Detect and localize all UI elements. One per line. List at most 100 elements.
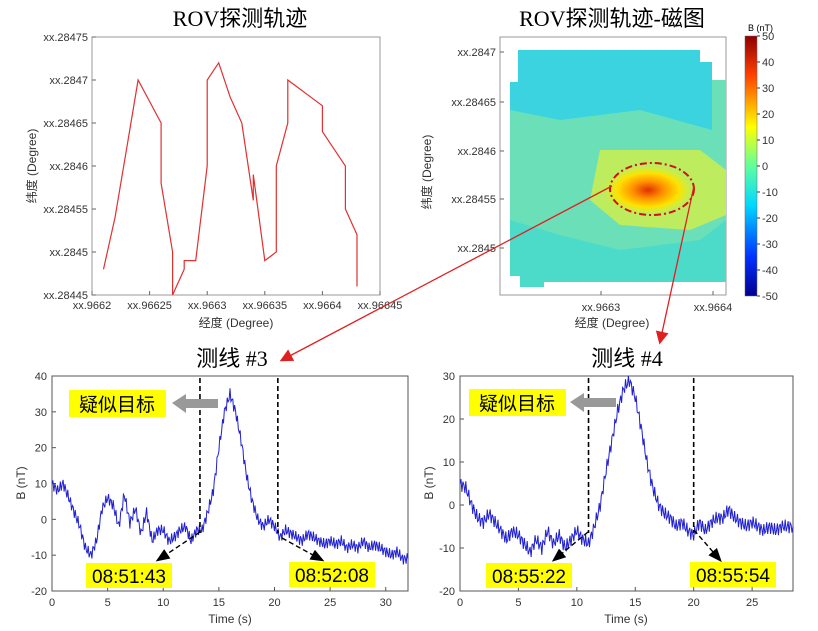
line4-time2-text: 08:55:54 [696,566,770,587]
trajectory-xlabel: 经度 (Degree) [199,315,274,330]
trajectory-xtick-label: xx.96625 [127,300,172,312]
trajectory-xtick-label: xx.9664 [303,300,342,312]
line4-ytick-label: 30 [443,371,455,383]
line3-ytick-label: 20 [35,443,47,455]
line4-target-arrow [570,393,616,412]
trajectory-line [102,61,358,296]
line3-ytick-label: 40 [35,371,47,383]
line4-ytick-label: -10 [439,543,455,555]
line4-xtick-label: 0 [457,597,463,609]
line3-xtick-label: 20 [268,597,280,609]
line3-ylabel: B (nT) [14,466,28,499]
trajectory-ylabel: 纬度 (Degree) [24,129,39,204]
line4-ytick-label: 10 [443,457,455,469]
trajectory-xtick-label: xx.9662 [73,300,112,312]
line3-title: 测线 #3 [196,346,268,371]
line3-signal [51,388,409,565]
line4-target-badge [469,389,566,416]
line3-target-text: 疑似目标 [79,394,155,416]
line4-xtick-label: 5 [515,597,521,609]
magmap-field-cool [510,50,712,130]
line4-xlabel: Time (s) [604,612,648,626]
line4-time1-arrow [551,531,589,562]
line3-ytick-label: 10 [35,479,47,491]
trajectory-panel: ROV探测轨迹 xx.28445 xx.2845 xx.28455 xx.2846 xx… [24,6,402,330]
magmap-ytick-label: xx.2847 [457,47,496,59]
line4-ytick-label: 0 [449,500,455,512]
line3-xtick-label: 0 [49,597,55,609]
line4-xtick-label: 25 [746,597,758,609]
arrow-to-line4 [655,185,695,345]
line4-time1-badge [486,563,572,588]
colorbar-tick-label: 0 [762,161,768,173]
line3-target-badge [69,390,166,417]
trajectory-xtick-label: xx.96645 [358,300,403,312]
line3-ytick-label: -20 [31,586,47,598]
magmap-anomaly [604,166,692,214]
colorbar-label: B (nT) [748,23,773,33]
magmap-ylabel: 纬度 (Degree) [419,135,434,210]
trajectory-axes-box [91,36,381,296]
colorbar-tick-label: -10 [762,187,778,199]
magmap-xlabel: 经度 (Degree) [575,315,650,330]
colorbar-tick-label: 50 [762,31,774,43]
line4-title: 测线 #4 [591,346,663,371]
line4-signal [459,375,794,557]
line3-time1-arrow [155,531,201,562]
line3-xtick-label: 15 [213,597,225,609]
trajectory-ytick-label: xx.2846 [49,161,88,173]
colorbar-tick-label: -40 [762,265,778,277]
line4-xtick-label: 15 [629,597,641,609]
colorbar-tick-label: 10 [762,135,774,147]
magnetic-map-panel: ROV探测轨迹-磁图 xx.2845 xx.28455 xx.2846 xx.2846… [419,6,778,330]
line3-target-arrow [172,394,218,413]
magmap-ytick-label: xx.28465 [451,97,496,109]
magmap-ytick-label: xx.2846 [457,146,496,158]
colorbar-tick-label: 20 [762,109,774,121]
line3-time2-text: 08:52:08 [295,566,369,587]
magmap-xtick-label: xx.9663 [582,302,621,314]
magmap-ytick-label: xx.2845 [457,243,496,255]
line3-xtick-label: 25 [324,597,336,609]
line3-time2-badge [289,562,375,587]
magmap-title: ROV探测轨迹-磁图 [519,6,705,31]
magmap-field-south [510,220,726,287]
line3-ytick-label: 0 [41,514,47,526]
magmap-xtick-label: xx.9664 [694,302,733,314]
line4-ytick-label: 20 [443,414,455,426]
trajectory-ytick-label: xx.28445 [43,290,88,302]
line3-ytick-label: 30 [35,407,47,419]
line4-time2-badge [690,562,776,587]
trajectory-ytick-label: xx.2845 [49,247,88,259]
trajectory-ytick-label: xx.28465 [43,118,88,130]
line3-time1-text: 08:51:43 [92,567,166,588]
trajectory-ytick-label: xx.28455 [43,204,88,216]
colorbar-tick-label: -50 [762,291,778,303]
line4-ytick-label: -20 [439,586,455,598]
trajectory-xtick-label: xx.9663 [188,300,227,312]
trajectory-ytick-label: xx.2847 [49,75,88,87]
line4-xtick-label: 10 [571,597,583,609]
line3-xtick-label: 5 [105,597,111,609]
colorbar-tick-label: -30 [762,239,778,251]
colorbar [744,35,758,297]
line4-time1-text: 08:55:22 [492,567,566,588]
line4-xtick-label: 20 [688,597,700,609]
arrow-to-line3 [279,185,613,362]
colorbar-tick-label: 40 [762,57,774,69]
line3-time1-badge [86,563,172,588]
line3-xtick-label: 10 [157,597,169,609]
magmap-ytick-label: xx.28455 [451,194,496,206]
colorbar-tick-label: -20 [762,213,778,225]
colorbar-tick-label: 30 [762,83,774,95]
trajectory-xtick-label: xx.96635 [242,300,287,312]
line4-target-text: 疑似目标 [479,393,555,415]
line3-xlabel: Time (s) [208,612,252,626]
line4-time2-arrow [693,529,722,563]
line3-ytick-label: -10 [31,550,47,562]
trajectory-title: ROV探测轨迹 [173,6,307,31]
trajectory-ytick-label: xx.28475 [43,32,88,44]
